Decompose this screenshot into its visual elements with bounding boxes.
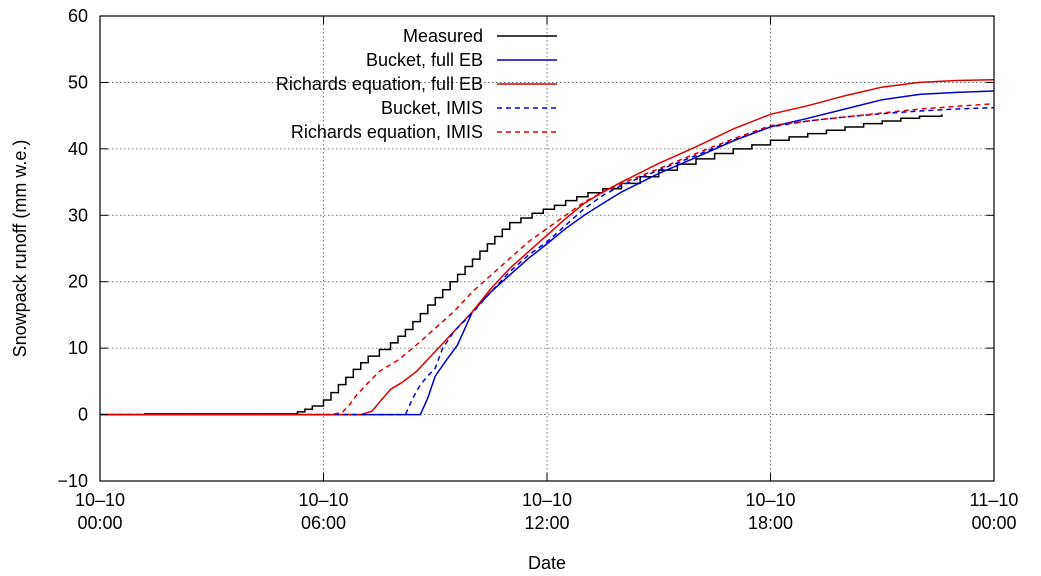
x-axis: 10–10 00:00 10–10 06:00 10–10 12:00 10–10 18:00… bbox=[75, 16, 1018, 533]
series-line-5 bbox=[100, 104, 994, 415]
legend-label: Bucket, full EB bbox=[366, 50, 483, 70]
x-tick-label-date: 11–10 bbox=[970, 490, 1019, 510]
y-tick-label: 0 bbox=[78, 405, 88, 425]
x-tick-label-date: 10–10 bbox=[745, 490, 795, 510]
y-tick-label: 10 bbox=[68, 338, 88, 358]
y-tick-label: 30 bbox=[68, 205, 88, 225]
y-tick-label: 60 bbox=[68, 6, 88, 26]
x-tick-label-date: 10–10 bbox=[298, 490, 348, 510]
legend: Measured Bucket, full EB Richards equation… bbox=[276, 26, 557, 142]
y-tick-label: 40 bbox=[68, 139, 88, 159]
legend-label: Richards equation, IMIS bbox=[291, 122, 483, 142]
y-tick-label: −10 bbox=[57, 471, 88, 491]
y-tick-label: 50 bbox=[68, 72, 88, 92]
x-tick-label-time: 00:00 bbox=[77, 513, 122, 533]
y-axis-title: Snowpack runoff (mm w.e.) bbox=[10, 140, 30, 358]
grid-lines bbox=[100, 16, 994, 481]
x-axis-title: Date bbox=[528, 553, 566, 573]
x-tick-label-time: 00:00 bbox=[971, 513, 1016, 533]
x-tick-label-time: 18:00 bbox=[748, 513, 793, 533]
legend-label: Measured bbox=[403, 26, 483, 46]
x-tick-label-time: 12:00 bbox=[524, 513, 569, 533]
x-tick-label-date: 10–10 bbox=[522, 490, 572, 510]
y-axis: −10 0 10 20 30 40 50 60 bbox=[57, 6, 994, 491]
legend-label: Bucket, IMIS bbox=[381, 98, 483, 118]
x-tick-label-date: 10–10 bbox=[75, 490, 125, 510]
y-tick-label: 20 bbox=[68, 272, 88, 292]
x-tick-label-time: 06:00 bbox=[301, 513, 346, 533]
legend-label: Richards equation, full EB bbox=[276, 74, 483, 94]
